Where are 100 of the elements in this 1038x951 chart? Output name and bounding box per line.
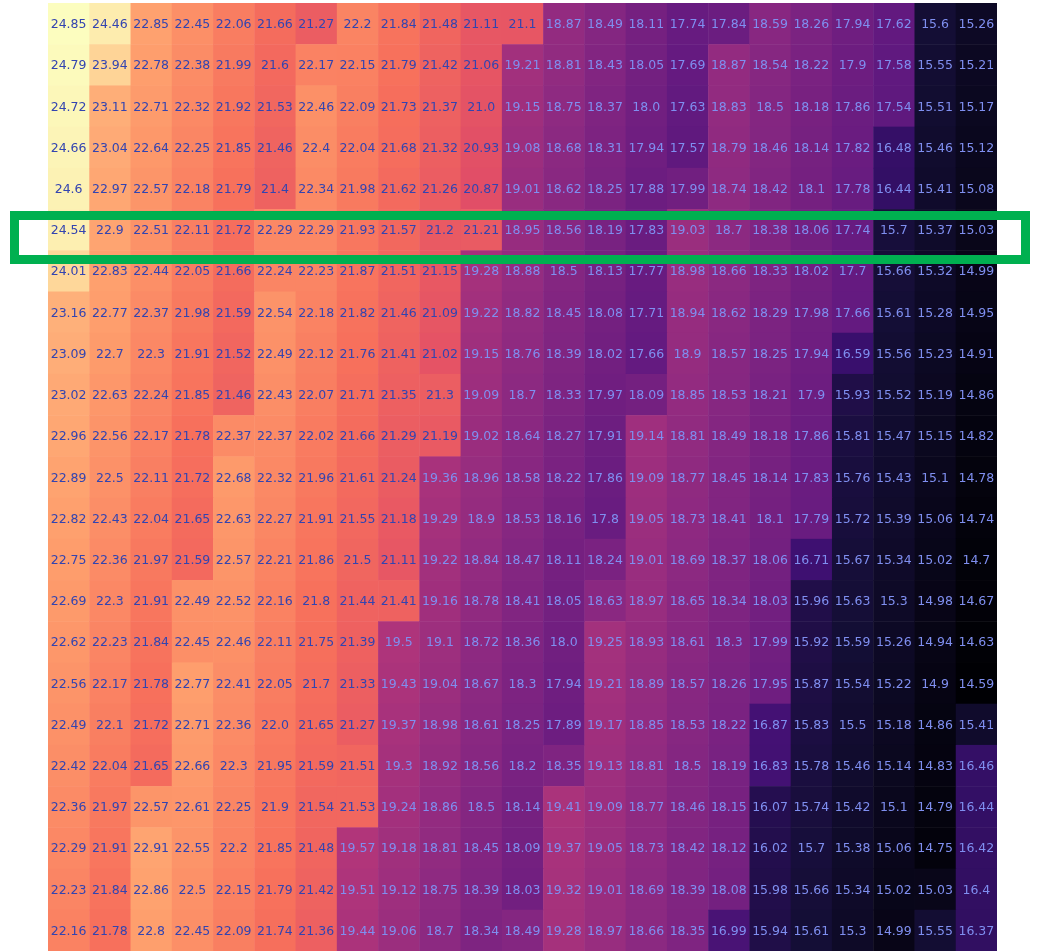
data-label: 18.98 [669, 263, 706, 279]
data-label: 22.89 [50, 469, 87, 485]
data-label: 18.64 [504, 428, 541, 444]
data-label: 16.37 [958, 922, 995, 938]
data-label: 18.73 [669, 510, 706, 526]
data-label: 22.21 [257, 551, 293, 567]
data-label: 21.91 [174, 345, 211, 361]
data-label: 15.52 [875, 387, 912, 403]
data-label: 22.05 [174, 263, 211, 279]
data-label: 21.11 [380, 551, 417, 567]
data-label: 18.37 [710, 551, 747, 567]
data-label: 22.3 [137, 345, 166, 361]
data-label: 21.95 [257, 758, 293, 774]
data-label: 15.81 [834, 428, 871, 444]
data-label: 21.19 [422, 428, 458, 444]
data-label: 22.17 [91, 675, 128, 691]
data-label: 22.46 [298, 98, 335, 114]
data-label: 18.41 [504, 593, 541, 609]
data-label: 22.25 [174, 139, 211, 155]
data-label: 22.07 [298, 387, 335, 403]
data-label: 19.21 [504, 57, 541, 73]
data-label: 15.12 [958, 139, 995, 155]
data-label: 22.77 [174, 675, 211, 691]
data-label: 18.56 [463, 758, 500, 774]
data-label: 15.83 [793, 716, 830, 732]
data-label: 22.7 [95, 345, 124, 361]
data-label: 22.45 [174, 634, 211, 650]
data-label: 18.31 [587, 139, 623, 155]
data-label: 15.03 [917, 881, 954, 897]
data-label: 21.35 [380, 387, 417, 403]
data-label: 22.78 [133, 57, 170, 73]
data-label: 18.08 [710, 881, 747, 897]
data-label: 24.72 [50, 98, 87, 114]
data-label: 22.37 [133, 304, 170, 320]
data-label: 19.25 [587, 634, 623, 650]
data-label: 21.91 [298, 510, 335, 526]
data-label: 21.55 [339, 510, 376, 526]
data-label: 18.75 [545, 98, 582, 114]
data-label: 21.29 [380, 428, 417, 444]
data-label: 22.86 [133, 881, 170, 897]
data-label: 19.09 [587, 799, 623, 815]
data-label: 18.35 [545, 758, 582, 774]
data-label: 18.9 [467, 510, 496, 526]
data-label: 18.79 [710, 139, 747, 155]
data-label: 14.67 [958, 593, 995, 609]
data-label: 22.45 [174, 922, 211, 938]
data-label: 22.11 [174, 222, 211, 238]
data-label: 22.64 [133, 139, 170, 155]
data-label: 21.59 [215, 304, 252, 320]
data-label: 15.46 [917, 139, 954, 155]
data-label: 16.46 [958, 758, 995, 774]
data-label: 22.36 [215, 716, 252, 732]
data-label: 18.41 [710, 510, 747, 526]
data-label: 18.45 [463, 840, 500, 856]
data-label: 22.15 [215, 881, 252, 897]
data-label: 17.86 [793, 428, 830, 444]
data-label: 22.55 [174, 840, 211, 856]
data-label: 22.05 [257, 675, 293, 691]
data-label: 18.0 [632, 98, 661, 114]
data-label: 22.75 [50, 551, 87, 567]
data-label: 18.76 [504, 345, 541, 361]
data-label: 22.24 [133, 387, 170, 403]
data-label: 18.24 [587, 551, 623, 567]
data-label: 22.66 [174, 758, 211, 774]
data-label: 15.98 [752, 881, 788, 897]
data-label: 22.49 [174, 593, 211, 609]
data-label: 19.22 [422, 551, 458, 567]
data-label: 21.51 [339, 758, 376, 774]
data-label: 18.33 [545, 387, 582, 403]
data-label: 21.71 [339, 387, 376, 403]
data-label: 14.9 [921, 675, 950, 691]
data-label: 21.66 [257, 16, 293, 32]
data-label: 18.46 [752, 139, 788, 155]
data-label: 18.68 [545, 139, 582, 155]
data-label: 21.52 [215, 345, 252, 361]
data-label: 19.18 [380, 840, 417, 856]
data-label: 15.14 [875, 758, 912, 774]
data-label: 21.46 [380, 304, 417, 320]
data-label: 18.7 [714, 222, 743, 238]
data-label: 15.61 [875, 304, 912, 320]
data-label: 15.55 [917, 57, 954, 73]
data-label: 18.22 [545, 469, 582, 485]
data-label: 18.45 [710, 469, 747, 485]
data-label: 15.51 [917, 98, 954, 114]
data-label: 24.66 [50, 139, 87, 155]
data-label: 18.93 [628, 634, 665, 650]
data-label: 17.84 [710, 16, 747, 32]
data-label: 22.29 [298, 222, 335, 238]
data-label: 22.63 [215, 510, 252, 526]
data-label: 19.09 [463, 387, 500, 403]
data-label: 16.44 [875, 180, 912, 196]
data-label: 15.72 [834, 510, 871, 526]
data-label: 22.15 [339, 57, 376, 73]
data-label: 21.96 [298, 469, 335, 485]
data-label: 22.54 [257, 304, 293, 320]
data-label: 15.22 [875, 675, 912, 691]
data-label: 18.45 [545, 304, 582, 320]
data-label: 17.91 [587, 428, 623, 444]
data-label: 18.11 [545, 551, 582, 567]
data-label: 15.5 [838, 716, 867, 732]
